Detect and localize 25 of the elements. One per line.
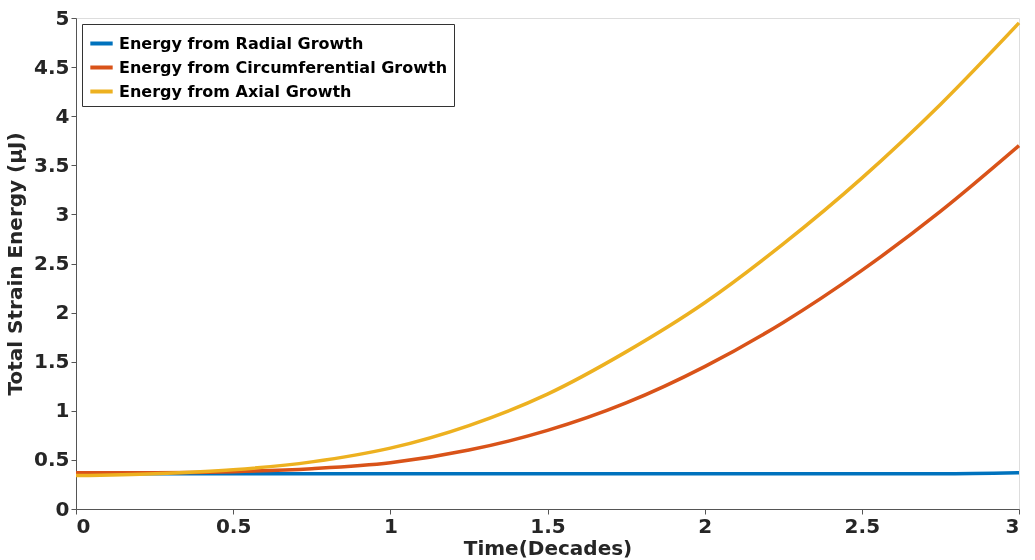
y-tick-label: 1.5 bbox=[34, 349, 70, 374]
legend-label: Energy from Circumferential Growth bbox=[119, 57, 448, 77]
y-tick-label: 3.5 bbox=[34, 152, 70, 177]
x-tick-label: 1 bbox=[383, 513, 398, 538]
y-tick-label: 2.5 bbox=[34, 251, 70, 275]
x-tick-label: 3 bbox=[1005, 513, 1020, 538]
legend-label: Energy from Axial Growth bbox=[119, 81, 352, 101]
x-axis-title: Time(Decades) bbox=[463, 535, 633, 560]
y-tick-label: 5 bbox=[55, 5, 70, 30]
legend-label: Energy from Radial Growth bbox=[119, 33, 364, 53]
x-tick-label: 0.5 bbox=[215, 513, 252, 538]
y-tick-label: 4 bbox=[55, 103, 70, 128]
line-series bbox=[74, 143, 1021, 475]
x-tick-label: 2.5 bbox=[844, 513, 881, 538]
y-axis-title: Total Strain Energy (μJ) bbox=[3, 132, 28, 396]
y-tick-label: 4.5 bbox=[34, 54, 70, 79]
x-tick-label: 1.5 bbox=[530, 513, 566, 538]
y-tick-label: 2 bbox=[55, 300, 70, 325]
y-tick-label: 3 bbox=[55, 201, 70, 226]
y-tick-label: 0.5 bbox=[34, 447, 70, 472]
x-tick-label: 0 bbox=[76, 513, 91, 538]
y-tick-label: 0 bbox=[55, 496, 70, 521]
y-tick-label: 1 bbox=[55, 398, 70, 423]
line-series bbox=[74, 21, 1021, 478]
x-tick-label: 2 bbox=[698, 513, 713, 538]
